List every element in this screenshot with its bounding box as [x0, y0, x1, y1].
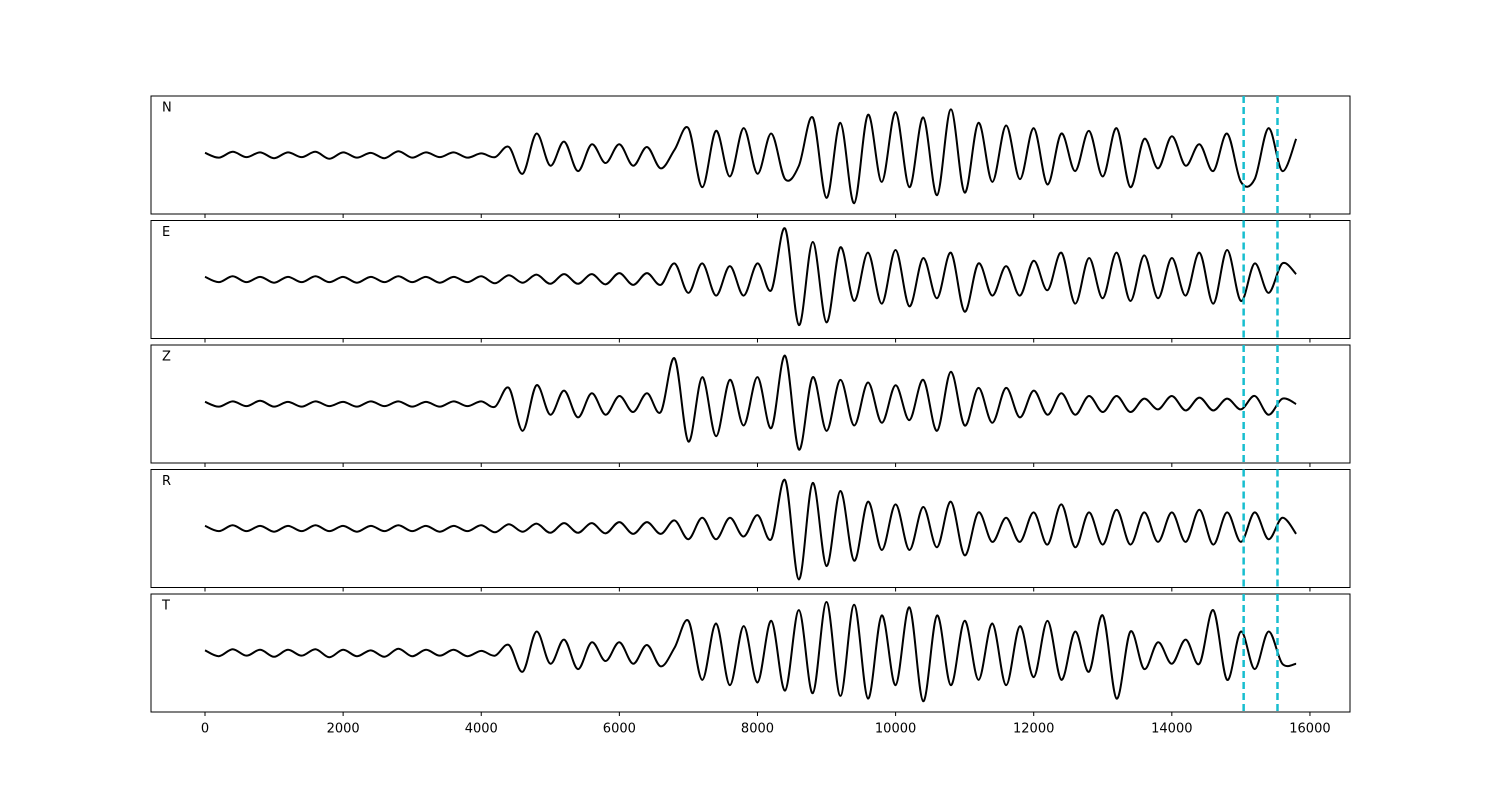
trace	[204, 601, 1297, 703]
trace	[204, 227, 1297, 327]
x-tick-label: 0	[201, 722, 209, 737]
x-tick-label: 10000	[875, 722, 916, 737]
x-tick-label: 16000	[1289, 722, 1330, 737]
panel-frame	[150, 220, 1351, 339]
panel-frame	[150, 95, 1351, 215]
trace	[204, 108, 1298, 205]
x-tick-label: 2000	[327, 722, 360, 737]
panel-frame	[150, 593, 1351, 713]
panel-label: R	[162, 474, 171, 489]
trace	[204, 354, 1297, 451]
panel-frame	[150, 469, 1351, 588]
panel-label: Z	[162, 350, 171, 365]
x-tick-label: 14000	[1151, 722, 1192, 737]
x-tick-label: 8000	[741, 722, 774, 737]
x-tick-label: 4000	[465, 722, 498, 737]
panel-frame	[150, 344, 1351, 464]
x-tick-label: 12000	[1013, 722, 1054, 737]
panel-label: N	[162, 101, 172, 116]
trace	[204, 479, 1297, 581]
x-tick-label: 6000	[603, 722, 636, 737]
panel-label: T	[161, 599, 170, 614]
panel-label: E	[162, 225, 170, 240]
